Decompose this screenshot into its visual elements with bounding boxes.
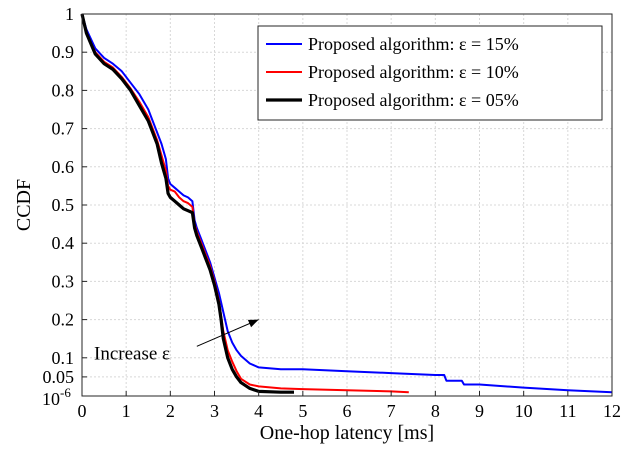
y-tick-label: 0.6 <box>52 157 75 177</box>
y-tick-label: 0.05 <box>43 367 75 387</box>
x-tick-label: 10 <box>515 401 533 421</box>
series-lines <box>80 13 613 394</box>
y-tick-label: 10 <box>42 389 60 409</box>
legend-label: Proposed algorithm: ε = 05% <box>308 90 519 110</box>
x-tick-label: 3 <box>210 401 219 421</box>
y-tick-label: 0.9 <box>52 42 75 62</box>
series-line-3 <box>80 13 294 394</box>
y-tick-label: 0.4 <box>52 233 75 253</box>
x-tick-label: 12 <box>603 401 621 421</box>
x-tick-label: 4 <box>254 401 263 421</box>
annotation-arrowhead <box>247 319 259 328</box>
legend-label: Proposed algorithm: ε = 10% <box>308 62 519 82</box>
x-tick-label: 6 <box>343 401 352 421</box>
x-tick-label: 1 <box>122 401 131 421</box>
x-tick-label: 2 <box>166 401 175 421</box>
x-tick-label: 0 <box>78 401 87 421</box>
annotation-label: Increase ε <box>94 344 170 365</box>
y-tick-exponent: -6 <box>60 385 71 400</box>
x-tick-label: 9 <box>475 401 484 421</box>
annotation: Increase ε <box>94 319 259 365</box>
y-tick-label: 0.2 <box>52 310 75 330</box>
y-tick-label: 1 <box>65 4 74 24</box>
y-tick-label: 0.1 <box>52 348 75 368</box>
series-line-1 <box>81 13 613 394</box>
legend: Proposed algorithm: ε = 15% Proposed algo… <box>257 25 603 121</box>
y-tick-label: 0.5 <box>52 195 75 215</box>
legend-label: Proposed algorithm: ε = 15% <box>308 34 519 54</box>
y-axis-label: CCDF <box>13 179 35 231</box>
y-tick-label: 0.8 <box>52 80 75 100</box>
x-axis-label: One-hop latency [ms] <box>260 422 434 444</box>
y-tick-label: 0.3 <box>52 271 75 291</box>
x-tick-label: 7 <box>387 401 396 421</box>
x-tick-label: 11 <box>559 401 576 421</box>
annotation-arrow <box>196 319 259 347</box>
y-tick-label: 0.7 <box>52 119 75 139</box>
legend-box <box>257 25 603 121</box>
x-tick-label: 5 <box>298 401 307 421</box>
x-tick-label: 8 <box>431 401 440 421</box>
